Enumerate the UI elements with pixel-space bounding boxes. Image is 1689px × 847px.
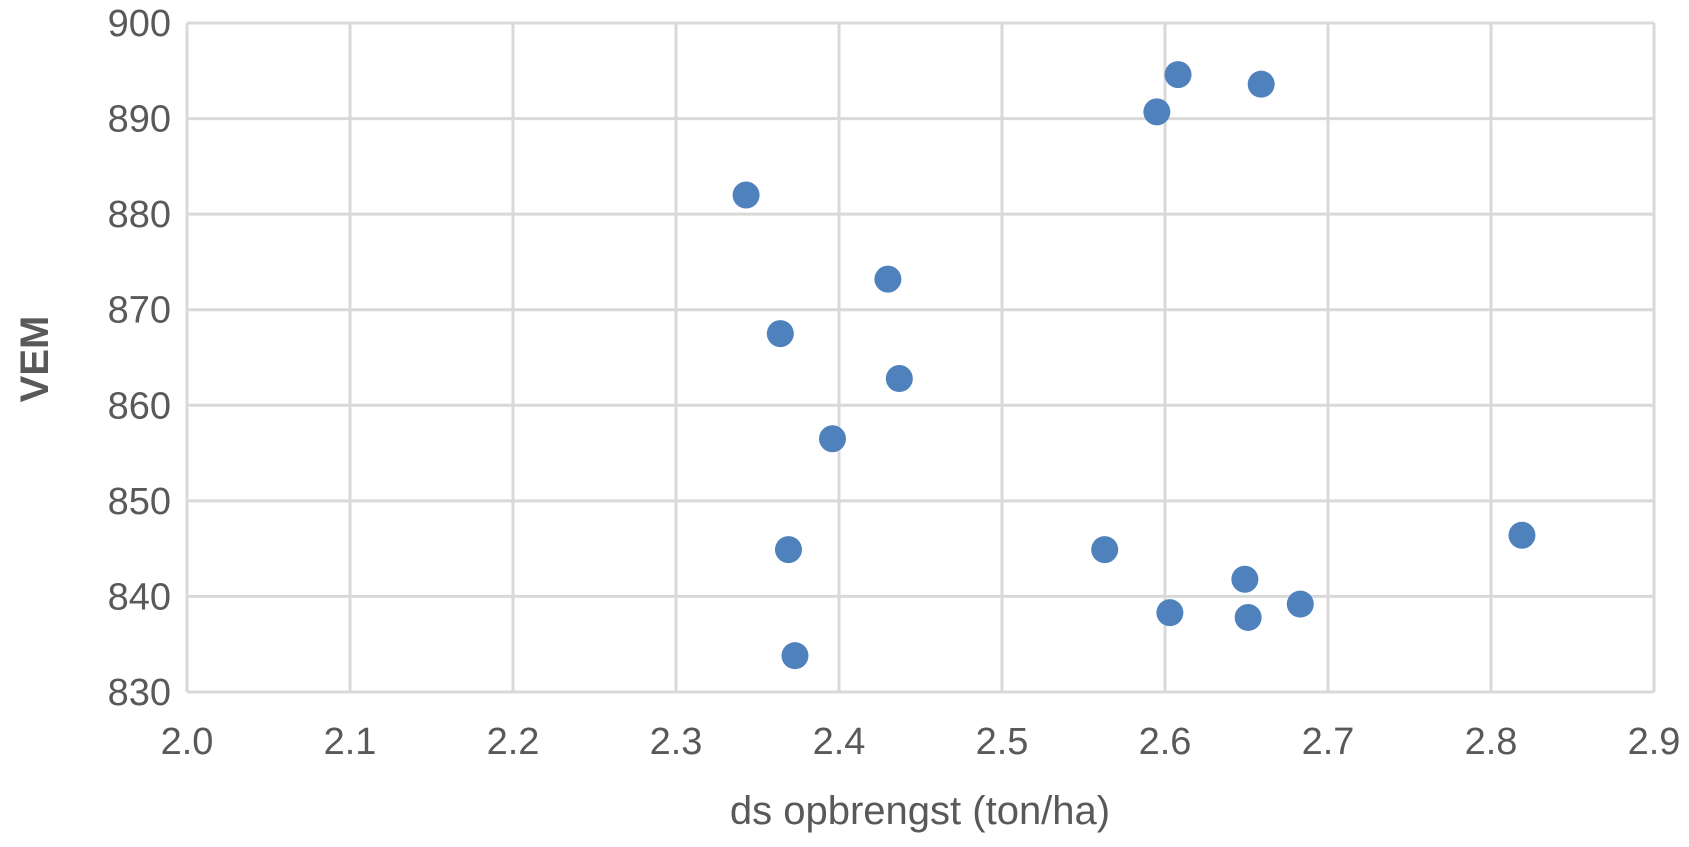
x-tick-label: 2.8 <box>1465 721 1518 763</box>
data-point <box>1231 565 1259 593</box>
x-tick-label: 2.7 <box>1302 721 1355 763</box>
y-axis-title: VEM <box>13 316 57 403</box>
data-point <box>1091 536 1119 564</box>
x-tick-label: 2.5 <box>976 721 1029 763</box>
x-tick-label: 2.2 <box>487 721 540 763</box>
data-point <box>1286 590 1314 618</box>
data-point <box>818 425 846 453</box>
data-point <box>1143 98 1171 126</box>
data-point <box>1247 70 1275 98</box>
y-tick-label: 830 <box>108 672 171 714</box>
y-tick-label: 900 <box>108 3 171 45</box>
data-point <box>766 320 794 348</box>
data-point <box>732 181 760 209</box>
data-point <box>1234 603 1262 631</box>
y-tick-label: 840 <box>108 576 171 618</box>
data-points <box>732 61 1536 670</box>
x-tick-label: 2.6 <box>1139 721 1192 763</box>
y-tick-label: 890 <box>108 99 171 141</box>
data-point <box>774 536 802 564</box>
y-tick-label: 880 <box>108 194 171 236</box>
x-tick-label: 2.3 <box>650 721 703 763</box>
grid <box>185 21 1656 694</box>
x-axis-title: ds opbrengst (ton/ha) <box>730 789 1110 833</box>
data-point <box>874 265 902 293</box>
y-tick-label: 860 <box>108 385 171 427</box>
x-tick-label: 2.1 <box>324 721 377 763</box>
data-point <box>885 365 913 393</box>
y-axis-tick-labels: 830 840 850 860 870 880 890 900 <box>108 3 171 714</box>
y-tick-label: 870 <box>108 290 171 332</box>
x-tick-label: 2.4 <box>813 721 866 763</box>
y-tick-label: 850 <box>108 481 171 523</box>
x-axis-tick-labels: 2.0 2.1 2.2 2.3 2.4 2.5 2.6 2.7 2.8 2.9 <box>161 721 1681 763</box>
data-point <box>1156 599 1184 627</box>
data-point <box>1508 521 1536 549</box>
data-point <box>781 642 809 670</box>
x-tick-label: 2.9 <box>1628 721 1681 763</box>
x-tick-label: 2.0 <box>161 721 214 763</box>
data-point <box>1164 61 1192 89</box>
